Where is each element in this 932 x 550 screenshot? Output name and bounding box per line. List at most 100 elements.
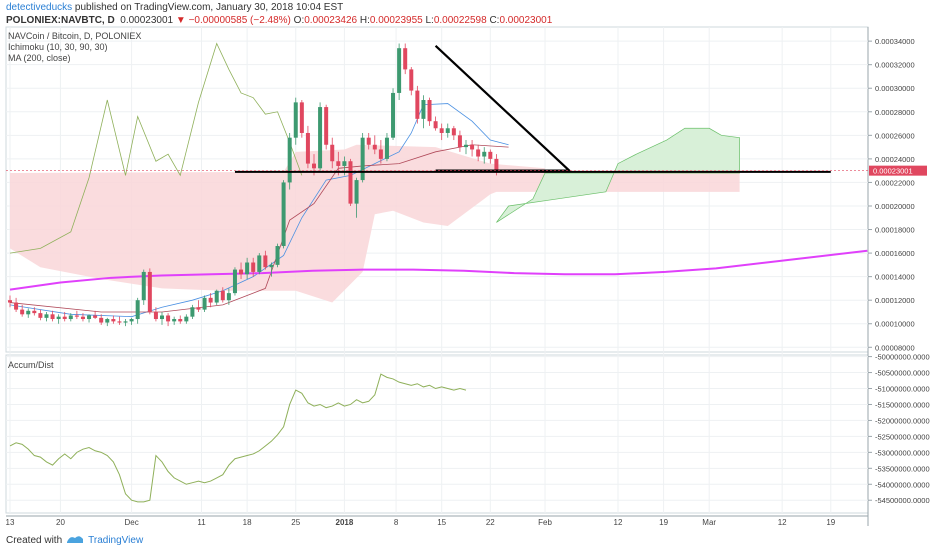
author-link[interactable]: detectiveducks <box>6 2 73 13</box>
ad-y-tick-label: -54500000.0000 <box>875 496 930 505</box>
candle-body <box>494 158 499 171</box>
open-label: O: <box>293 15 305 26</box>
open-value: 0.00023426 <box>304 15 358 26</box>
candle-body <box>208 297 213 303</box>
lagging-span <box>9 42 303 254</box>
candle-body <box>160 315 164 320</box>
legend-ichimoku: Ichimoku (10, 30, 90, 30) <box>8 42 108 52</box>
y-tick-label: 0.00010000 <box>875 320 915 329</box>
candle-body <box>366 137 371 145</box>
candle-body <box>330 144 335 162</box>
ad-y-tick-label: -50000000.0000 <box>875 353 930 362</box>
low-value: 0.00022598 <box>433 15 487 26</box>
candle-body <box>275 246 280 265</box>
candle-body <box>391 92 396 138</box>
tradingview-link[interactable]: TradingView <box>88 535 144 546</box>
x-tick-label: 22 <box>486 518 495 527</box>
y-tick-label: 0.00008000 <box>875 343 915 352</box>
y-tick-label: 0.00028000 <box>875 108 915 117</box>
candle-body <box>476 149 481 157</box>
candle-body <box>269 264 274 268</box>
candle-body <box>196 307 201 310</box>
candle-body <box>190 307 195 317</box>
candle-body <box>421 100 426 119</box>
candle-body <box>178 319 183 322</box>
candle-body <box>299 102 304 133</box>
candle-body <box>482 151 487 157</box>
x-tick-label: 25 <box>291 518 300 527</box>
candle-body <box>409 69 414 91</box>
candle-body <box>342 161 347 166</box>
ma200-line <box>9 249 868 291</box>
high-label: H: <box>359 15 370 26</box>
candle-body <box>251 262 256 272</box>
x-tick-label: 18 <box>243 518 252 527</box>
candle-body <box>62 316 67 320</box>
ad-y-tick-label: -51500000.0000 <box>875 400 930 409</box>
candle-body <box>153 311 158 320</box>
x-tick-label: 8 <box>394 518 399 527</box>
high-value: 0.00023955 <box>369 15 423 26</box>
last-price-tag <box>869 165 927 176</box>
candle-body <box>99 317 104 323</box>
candle-body <box>220 290 225 301</box>
candle-body <box>184 316 189 322</box>
y-tick-label: 0.00022000 <box>875 178 915 187</box>
symbol-label: POLONIEX:NAVBTC, D <box>6 15 115 26</box>
y-tick-label: 0.00018000 <box>875 226 915 235</box>
candle-body <box>8 300 12 303</box>
candle-body <box>457 135 462 148</box>
candle-body <box>433 121 438 129</box>
x-tick-label: 11 <box>197 518 206 527</box>
ad-y-tick-label: -52000000.0000 <box>875 416 930 425</box>
y-tick-label: 0.00024000 <box>875 155 915 164</box>
x-tick-label: Dec <box>124 518 138 527</box>
x-tick-label: 15 <box>437 518 446 527</box>
x-tick-label: Mar <box>702 518 716 527</box>
candle-body <box>56 316 61 320</box>
x-tick-label: 12 <box>778 518 787 527</box>
candle-body <box>87 315 92 320</box>
y-tick-label: 0.00016000 <box>875 249 915 258</box>
legend-symbol: NAVCoin / Bitcoin, D, POLONIEX <box>8 31 142 41</box>
indicator-pane <box>5 354 869 514</box>
candle-body <box>123 321 128 323</box>
candle-body <box>415 90 420 119</box>
y-tick-label: 0.00034000 <box>875 37 915 46</box>
publish-text: published on TradingView.com, January 30… <box>72 2 344 13</box>
last-price-tag-label: 0.00023001 <box>873 167 913 176</box>
candle-body <box>445 128 450 133</box>
candle-body <box>214 290 219 303</box>
candle-body <box>312 163 316 169</box>
indicator-title: Accum/Dist <box>8 360 54 370</box>
candle-body <box>117 321 122 323</box>
candle-body <box>50 314 55 320</box>
candle-body <box>38 313 43 318</box>
candle-body <box>32 310 37 314</box>
accum-dist-line <box>9 373 467 503</box>
close-label: C: <box>489 15 500 26</box>
candle-body <box>354 180 359 204</box>
candle-body <box>378 149 383 159</box>
x-tick-label: Feb <box>538 518 552 527</box>
candle-body <box>80 316 85 320</box>
last-price: 0.00023001 <box>120 15 174 26</box>
ad-y-tick-label: -50500000.0000 <box>875 369 930 378</box>
candle-body <box>93 315 98 318</box>
candle-body <box>105 319 110 323</box>
candle-body <box>470 144 475 150</box>
candle-body <box>384 137 389 159</box>
legend-ma: MA (200, close) <box>8 53 71 63</box>
footer: Created with TradingView <box>6 534 143 547</box>
candle-body <box>135 300 140 320</box>
x-tick-label: 19 <box>826 518 835 527</box>
candle-body <box>464 144 468 148</box>
candle-body <box>14 302 19 310</box>
y-tick-label: 0.00012000 <box>875 296 915 305</box>
candle-body <box>239 269 244 275</box>
candle-body <box>397 48 402 93</box>
descending-triangle <box>434 45 573 172</box>
publish-info: detectiveducks published on TradingView.… <box>6 2 343 13</box>
candle-body <box>166 315 171 322</box>
